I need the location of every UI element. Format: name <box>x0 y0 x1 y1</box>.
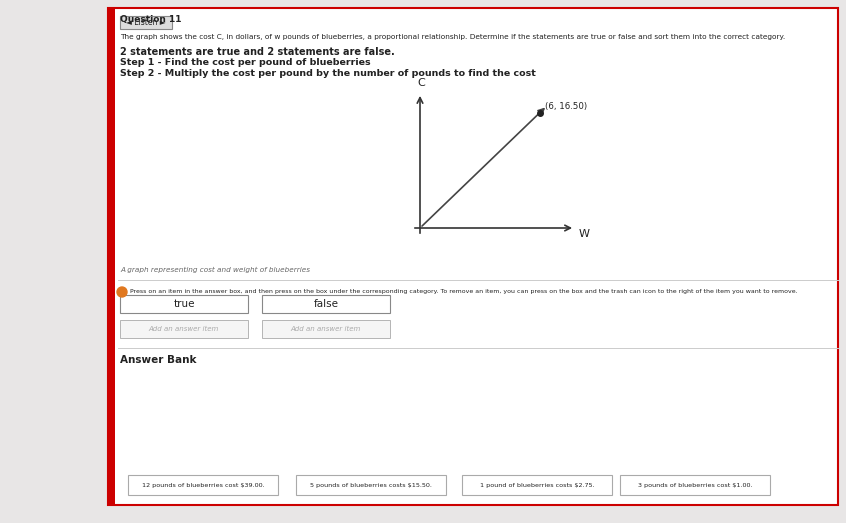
Text: 12 pounds of blueberries cost $39.00.: 12 pounds of blueberries cost $39.00. <box>141 483 264 487</box>
Text: ◄ Listen ►: ◄ Listen ► <box>126 18 166 27</box>
Text: Step 1 - Find the cost per pound of blueberries: Step 1 - Find the cost per pound of blue… <box>120 58 371 67</box>
Bar <box>120 295 248 313</box>
Bar <box>296 475 446 495</box>
Bar <box>108 8 115 505</box>
Text: Press on an item in the answer box, and then press on the box under the correspo: Press on an item in the answer box, and … <box>130 290 798 294</box>
Bar <box>620 475 770 495</box>
Text: 3 pounds of blueberries cost $1.00.: 3 pounds of blueberries cost $1.00. <box>638 483 752 487</box>
Text: 2 statements are true and 2 statements are false.: 2 statements are true and 2 statements a… <box>120 47 395 57</box>
Text: Add an answer item: Add an answer item <box>149 326 219 332</box>
Text: The graph shows the cost C, in dollars, of w pounds of blueberries, a proportion: The graph shows the cost C, in dollars, … <box>120 34 785 40</box>
Text: Question 11: Question 11 <box>120 15 182 24</box>
Bar <box>462 475 612 495</box>
Circle shape <box>117 287 127 297</box>
Text: Step 2 - Multiply the cost per pound by the number of pounds to find the cost: Step 2 - Multiply the cost per pound by … <box>120 69 536 78</box>
Text: A graph representing cost and weight of blueberries: A graph representing cost and weight of … <box>120 267 310 273</box>
Text: Add an answer item: Add an answer item <box>291 326 361 332</box>
Bar <box>262 320 390 338</box>
Bar <box>120 16 172 29</box>
Bar <box>120 320 248 338</box>
Text: (6, 16.50): (6, 16.50) <box>545 101 587 110</box>
Text: Answer Bank: Answer Bank <box>120 355 196 365</box>
Bar <box>108 8 838 505</box>
Text: true: true <box>173 299 195 309</box>
Text: C: C <box>417 78 425 88</box>
Text: W: W <box>579 229 590 239</box>
Bar <box>128 475 278 495</box>
Bar <box>262 295 390 313</box>
Text: 5 pounds of blueberries costs $15.50.: 5 pounds of blueberries costs $15.50. <box>310 483 432 487</box>
Text: 1 pound of blueberries costs $2.75.: 1 pound of blueberries costs $2.75. <box>480 483 594 487</box>
Text: false: false <box>314 299 338 309</box>
